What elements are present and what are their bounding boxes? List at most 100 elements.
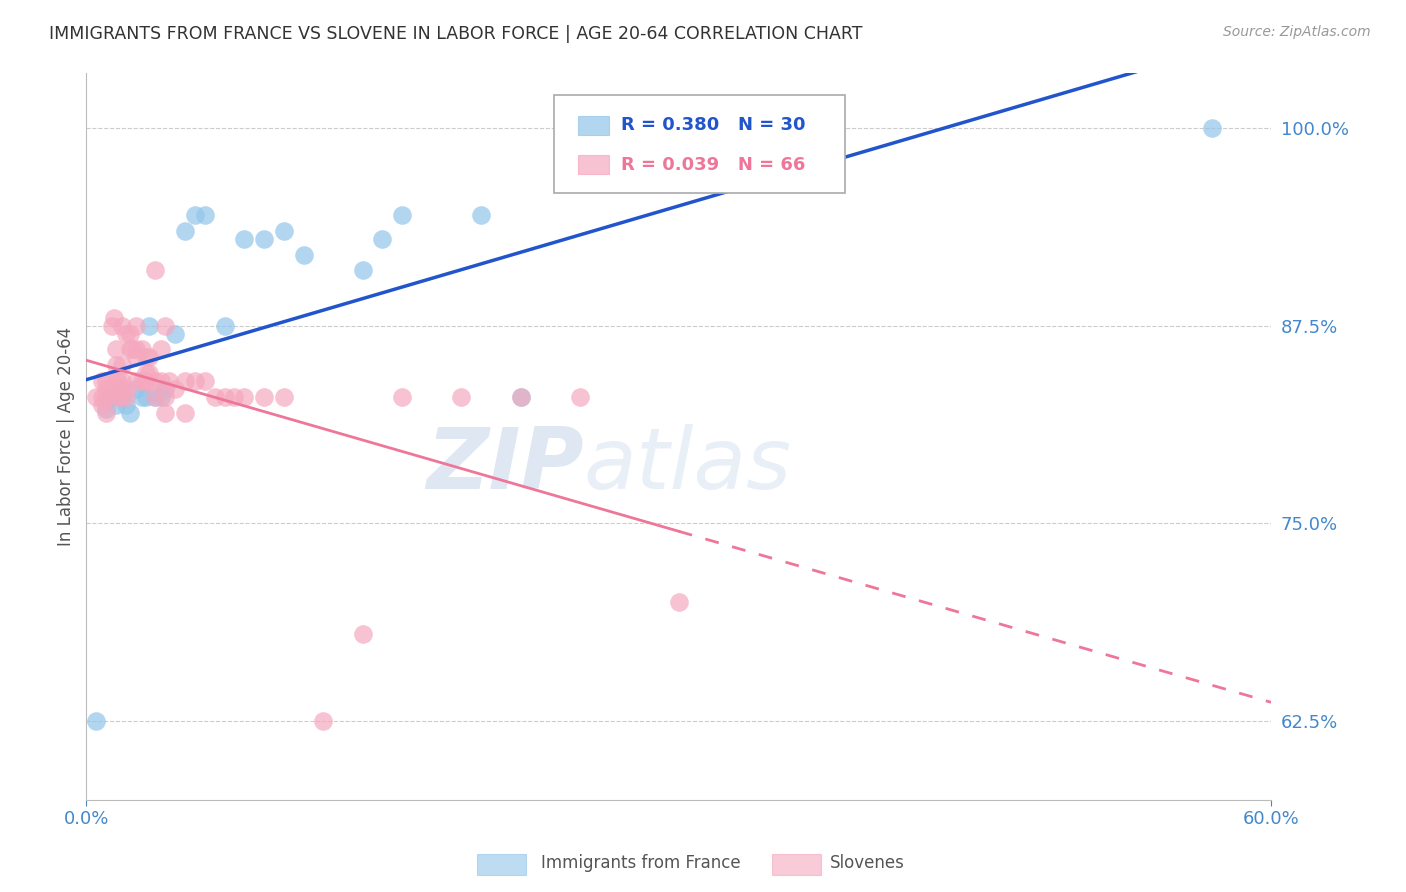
Point: [94, 406, 117, 420]
Point: [108, 390, 131, 404]
Point: [104, 358, 127, 372]
Point: [509, 390, 531, 404]
Point: [214, 318, 236, 333]
Point: [157, 374, 180, 388]
Point: [135, 351, 157, 365]
Point: [352, 263, 374, 277]
Point: [273, 224, 295, 238]
Point: [118, 343, 141, 357]
Point: [135, 374, 157, 388]
Point: [121, 343, 143, 357]
Point: [184, 208, 207, 222]
Point: [155, 406, 177, 420]
Point: [98, 382, 121, 396]
Text: ZIP: ZIP: [426, 424, 583, 507]
Point: [107, 374, 129, 388]
Point: [138, 318, 160, 333]
Point: [233, 390, 256, 404]
Point: [568, 390, 591, 404]
Point: [124, 351, 146, 365]
Point: [174, 406, 197, 420]
Point: [111, 374, 134, 388]
Point: [101, 318, 124, 333]
FancyBboxPatch shape: [554, 95, 845, 193]
Point: [108, 382, 131, 396]
Point: [174, 224, 197, 238]
Point: [253, 232, 276, 246]
Point: [94, 382, 117, 396]
Point: [98, 390, 121, 404]
Text: atlas: atlas: [583, 424, 792, 507]
Point: [114, 382, 136, 396]
Point: [135, 390, 157, 404]
Point: [118, 406, 141, 420]
Text: Source: ZipAtlas.com: Source: ZipAtlas.com: [1223, 25, 1371, 39]
Point: [312, 714, 335, 728]
Point: [224, 390, 246, 404]
Point: [150, 343, 173, 357]
Text: Slovenes: Slovenes: [830, 855, 904, 872]
Point: [292, 247, 315, 261]
Point: [114, 326, 136, 341]
Point: [138, 366, 160, 380]
Point: [165, 382, 187, 396]
Point: [124, 382, 146, 396]
Point: [124, 318, 146, 333]
Point: [135, 374, 157, 388]
Point: [155, 382, 177, 396]
Point: [470, 208, 492, 222]
Point: [108, 382, 131, 396]
Point: [111, 390, 134, 404]
FancyBboxPatch shape: [578, 155, 609, 174]
Point: [150, 374, 173, 388]
Y-axis label: In Labor Force | Age 20-64: In Labor Force | Age 20-64: [58, 326, 75, 546]
Point: [124, 343, 146, 357]
Point: [194, 374, 217, 388]
Point: [103, 310, 125, 325]
Point: [150, 390, 173, 404]
Point: [111, 358, 134, 372]
Point: [204, 390, 226, 404]
Point: [104, 390, 127, 404]
Point: [450, 390, 472, 404]
Point: [352, 626, 374, 640]
Point: [165, 326, 187, 341]
Point: [135, 366, 157, 380]
Point: [118, 326, 141, 341]
Point: [273, 390, 295, 404]
Point: [84, 390, 107, 404]
Point: [214, 390, 236, 404]
Point: [391, 390, 413, 404]
Point: [145, 390, 167, 404]
Text: IMMIGRANTS FROM FRANCE VS SLOVENE IN LABOR FORCE | AGE 20-64 CORRELATION CHART: IMMIGRANTS FROM FRANCE VS SLOVENE IN LAB…: [49, 25, 863, 43]
Point: [91, 374, 114, 388]
Point: [91, 398, 114, 412]
Point: [155, 390, 177, 404]
Point: [668, 595, 690, 609]
Point: [114, 398, 136, 412]
Point: [104, 343, 127, 357]
Point: [371, 232, 394, 246]
Point: [145, 374, 167, 388]
Point: [155, 318, 177, 333]
Point: [145, 390, 167, 404]
Point: [131, 390, 153, 404]
Point: [114, 390, 136, 404]
FancyBboxPatch shape: [578, 116, 609, 135]
Point: [194, 208, 217, 222]
Point: [131, 374, 153, 388]
Point: [184, 374, 207, 388]
Point: [94, 402, 117, 417]
Point: [124, 374, 146, 388]
Point: [94, 390, 117, 404]
Point: [111, 318, 134, 333]
Point: [509, 390, 531, 404]
Point: [1201, 121, 1223, 136]
Point: [104, 374, 127, 388]
Point: [391, 208, 413, 222]
Text: R = 0.039   N = 66: R = 0.039 N = 66: [620, 156, 806, 174]
Text: R = 0.380   N = 30: R = 0.380 N = 30: [620, 117, 806, 135]
Point: [91, 390, 114, 404]
Point: [104, 398, 127, 412]
Point: [131, 343, 153, 357]
